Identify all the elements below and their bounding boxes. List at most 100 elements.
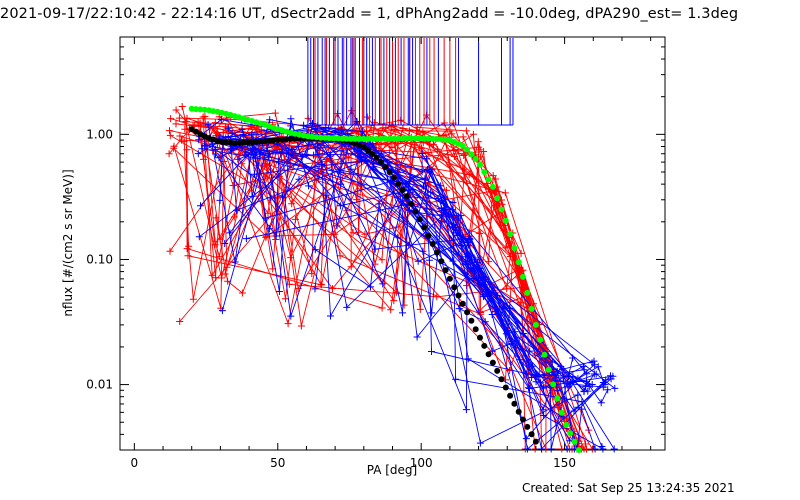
- green-fit-point: [347, 135, 354, 142]
- trace-point: [195, 136, 203, 144]
- black-fit-point: [481, 342, 488, 349]
- trace-point: [314, 144, 322, 152]
- trace-point: [426, 168, 434, 175]
- green-fit-point: [550, 381, 557, 388]
- trace-point: [356, 153, 364, 161]
- trace-point: [215, 154, 223, 162]
- trace-point: [582, 440, 589, 448]
- green-fit-point: [360, 135, 367, 142]
- trace-point: [172, 106, 180, 114]
- green-fit-point: [339, 135, 346, 142]
- x-tick-label: 100: [410, 456, 433, 470]
- trace-point: [288, 200, 296, 208]
- trace-point: [218, 307, 226, 315]
- trace-point: [378, 304, 386, 312]
- trace-point: [365, 140, 373, 148]
- trace-point: [234, 155, 242, 163]
- trace-point: [271, 109, 279, 117]
- black-fit-point: [507, 392, 514, 399]
- trace-point: [476, 230, 484, 237]
- trace-point: [481, 318, 489, 326]
- trace-point: [475, 146, 483, 154]
- trace-point: [501, 189, 509, 197]
- trace-point: [319, 127, 327, 135]
- black-fit-point: [498, 376, 505, 383]
- trace-point: [455, 305, 463, 313]
- trace-point: [418, 150, 426, 157]
- trace-point: [347, 263, 355, 271]
- green-fit-point: [571, 438, 578, 445]
- black-fit-point: [360, 144, 367, 151]
- trace-point: [239, 131, 247, 138]
- trace-point: [452, 229, 460, 237]
- trace-point: [428, 348, 435, 355]
- trace-line: [181, 139, 526, 450]
- black-fit-point: [287, 136, 294, 142]
- trace-point: [170, 142, 178, 150]
- green-fit-point: [511, 245, 518, 252]
- black-fit-point: [438, 258, 445, 265]
- trace-point: [590, 357, 598, 365]
- green-fit-point: [459, 142, 466, 149]
- green-fit-point: [429, 135, 436, 142]
- trace-point: [485, 258, 493, 266]
- trace-point: [448, 130, 456, 138]
- trace-point: [288, 146, 296, 154]
- trace-point: [599, 383, 607, 391]
- trace-point: [233, 206, 241, 214]
- y-tick-label: 0.10: [86, 252, 113, 266]
- trace-point: [375, 200, 383, 208]
- trace-point: [588, 381, 596, 388]
- black-fit-point: [283, 136, 290, 143]
- trace-point: [484, 290, 492, 298]
- trace-point: [449, 199, 457, 206]
- black-fit-point: [442, 267, 449, 274]
- trace-point: [338, 126, 346, 134]
- trace-point: [191, 121, 199, 129]
- trace-point: [287, 254, 295, 262]
- trace-point: [370, 159, 377, 167]
- trace-point: [285, 280, 293, 288]
- trace-point: [367, 283, 374, 291]
- trace-point: [399, 197, 407, 205]
- trace-point: [251, 170, 258, 178]
- trace-point: [214, 131, 222, 139]
- trace-point: [213, 129, 221, 137]
- green-fit-point: [472, 156, 479, 162]
- black-fit-point: [365, 147, 372, 154]
- trace-point: [300, 121, 308, 129]
- green-fit-point: [382, 135, 389, 142]
- trace-point: [242, 235, 250, 243]
- trace-point: [517, 249, 525, 257]
- trace-point: [452, 375, 460, 383]
- green-fit-point: [390, 135, 397, 142]
- x-tick-label: 50: [270, 456, 285, 470]
- green-fit-point: [322, 134, 329, 141]
- trace-point: [465, 171, 473, 179]
- trace-point: [522, 435, 530, 443]
- black-fit-point: [369, 151, 376, 157]
- trace-point: [212, 274, 220, 282]
- trace-point: [569, 354, 577, 362]
- black-fit-point: [468, 317, 475, 324]
- green-fit-point: [373, 135, 380, 142]
- x-tick-label: 0: [131, 456, 139, 470]
- black-fit-point: [425, 232, 432, 239]
- trace-point: [441, 206, 449, 213]
- trace-point: [416, 305, 424, 313]
- trace-point: [311, 246, 319, 254]
- trace-point: [387, 122, 395, 130]
- trace-line: [237, 143, 613, 389]
- green-fit-point: [412, 135, 419, 142]
- trace-point: [387, 306, 395, 314]
- trace-point: [531, 445, 539, 453]
- trace-point: [437, 205, 445, 212]
- x-axis-label: PA [deg]: [367, 463, 417, 477]
- trace-point: [400, 301, 408, 309]
- black-fit-point: [266, 137, 273, 144]
- trace-point: [228, 129, 236, 137]
- trace-point: [583, 378, 590, 386]
- trace-point: [540, 412, 548, 419]
- black-fit-point: [485, 351, 492, 358]
